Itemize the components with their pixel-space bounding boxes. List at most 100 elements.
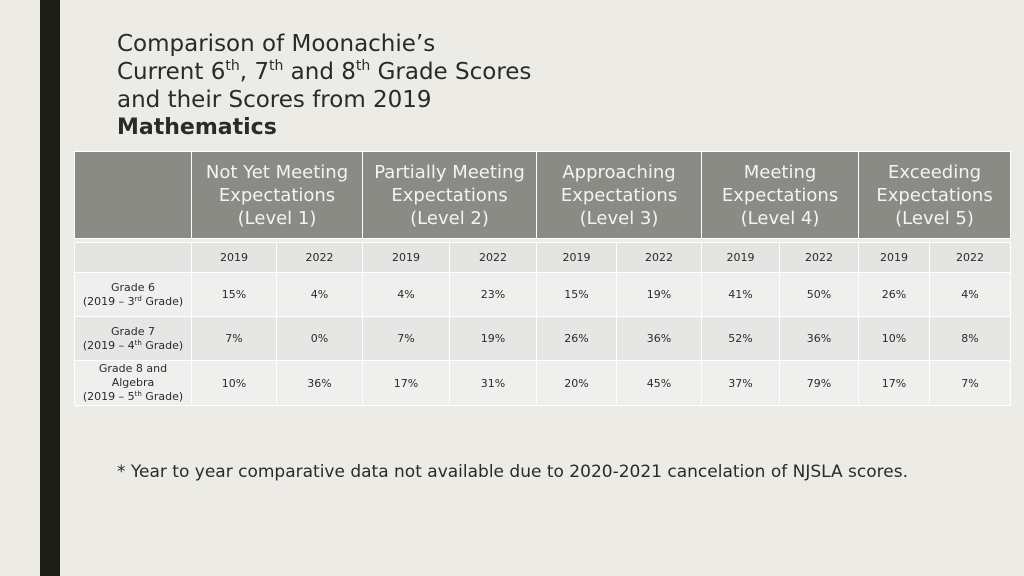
score-cell: 31% [449, 360, 538, 406]
level-5-line-3: (Level 5) [895, 207, 974, 229]
level-3-line-2: Expectations [560, 184, 678, 206]
title-sup-2: th [268, 58, 284, 74]
title-sup-1: th [225, 58, 240, 74]
grade-7-label-part-b: Grade) [141, 338, 184, 352]
year-cell: 2019 [701, 242, 781, 273]
year-cell: 2022 [929, 242, 1012, 273]
grade-6-label-part-a: (2019 – 3 [82, 294, 135, 308]
score-cell: 8% [929, 316, 1012, 361]
score-cell: 20% [536, 360, 618, 406]
year-corner-cell [74, 242, 192, 273]
score-cell: 15% [191, 272, 277, 317]
table-row: Grade 8 and Algebra (2019 – 5th Grade) 1… [74, 360, 1012, 406]
grade-6-label-sup: rd [134, 294, 142, 303]
score-cell: 36% [275, 360, 364, 406]
score-cell: 37% [701, 360, 781, 406]
year-cell: 2022 [616, 242, 703, 273]
grade-7-label-line-2: (2019 – 4th Grade) [75, 339, 191, 353]
level-5-line-2: Expectations [876, 184, 993, 206]
score-cell: 17% [362, 360, 451, 406]
score-cell: 10% [191, 360, 277, 406]
title-sup-3: th [355, 58, 371, 74]
title-line-2-part-b: , 7 [239, 59, 269, 85]
footnote: * Year to year comparative data not avai… [117, 462, 908, 482]
score-cell: 45% [616, 360, 703, 406]
score-cell: 41% [701, 272, 781, 317]
year-cell: 2019 [858, 242, 931, 273]
grade-8-label-line-1: Grade 8 and [98, 362, 168, 375]
score-cell: 4% [929, 272, 1012, 317]
level-1-line-3: (Level 1) [237, 207, 317, 229]
level-1-header: Not Yet Meeting Expectations (Level 1) [190, 151, 364, 239]
level-2-line-1: Partially Meeting [374, 161, 525, 183]
year-cell: 2019 [536, 242, 618, 273]
grade-8-label-line-1b: Algebra [111, 376, 155, 389]
year-header-row: 2019 2022 2019 2022 2019 2022 2019 2022 … [74, 242, 1012, 273]
grade-7-label: Grade 7 (2019 – 4th Grade) [74, 316, 192, 361]
grade-8-label-sup: th [134, 390, 142, 398]
year-cell: 2019 [191, 242, 277, 273]
grade-8-label-part-b: Grade) [141, 390, 184, 403]
title-line-2-part-d: Grade Scores [370, 59, 532, 85]
year-cell: 2022 [275, 242, 364, 273]
left-accent-bar [40, 0, 60, 576]
score-cell: 7% [929, 360, 1012, 406]
year-cell: 2022 [779, 242, 860, 273]
level-header-row: Not Yet Meeting Expectations (Level 1) P… [74, 151, 1012, 239]
title-line-2-part-c: and 8 [283, 59, 356, 85]
title-line-2: Current 6th, 7th and 8th Grade Scores [117, 58, 637, 86]
title-line-1: Comparison of Moonachie’s [117, 31, 436, 57]
score-cell: 26% [858, 272, 931, 317]
score-cell: 26% [536, 316, 618, 361]
grade-6-label-line-1: Grade 6 [110, 280, 156, 294]
level-4-header: Meeting Expectations (Level 4) [701, 151, 860, 239]
level-4-line-3: (Level 4) [740, 207, 820, 229]
score-cell: 23% [449, 272, 538, 317]
level-1-line-2: Expectations [218, 184, 336, 206]
grade-6-label-line-2: (2019 – 3rd Grade) [75, 295, 191, 309]
table-row: Grade 7 (2019 – 4th Grade) 7% 0% 7% 19% … [74, 316, 1012, 361]
score-cell: 4% [362, 272, 451, 317]
level-5-header: Exceeding Expectations (Level 5) [858, 151, 1012, 239]
title-line-3: and their Scores from 2019 [117, 87, 432, 113]
title-line-2-part-a: Current 6 [117, 59, 226, 85]
score-cell: 52% [701, 316, 781, 361]
year-cell: 2022 [449, 242, 538, 273]
level-4-line-1: Meeting [743, 161, 817, 183]
slide-title: Comparison of Moonachie’s Current 6th, 7… [117, 30, 637, 142]
level-2-line-3: (Level 2) [410, 207, 489, 229]
table-row: Grade 6 (2019 – 3rd Grade) 15% 4% 4% 23%… [74, 272, 1012, 317]
header-corner-cell [74, 151, 192, 239]
level-5-line-1: Exceeding [888, 161, 982, 183]
scores-table: Not Yet Meeting Expectations (Level 1) P… [74, 151, 1012, 406]
level-2-header: Partially Meeting Expectations (Level 2) [362, 151, 538, 239]
grade-7-label-sup: th [134, 338, 142, 347]
grade-7-label-line-1: Grade 7 [110, 324, 156, 338]
score-cell: 7% [362, 316, 451, 361]
level-2-line-2: Expectations [391, 184, 508, 206]
grade-8-label-line-2: (2019 – 5th Grade) [75, 390, 191, 404]
score-cell: 50% [779, 272, 860, 317]
score-cell: 79% [779, 360, 860, 406]
score-cell: 19% [616, 272, 703, 317]
score-cell: 0% [275, 316, 364, 361]
score-cell: 10% [858, 316, 931, 361]
year-cell: 2019 [362, 242, 451, 273]
grade-8-label: Grade 8 and Algebra (2019 – 5th Grade) [74, 360, 192, 406]
level-4-line-2: Expectations [721, 184, 839, 206]
score-cell: 17% [858, 360, 931, 406]
level-1-line-1: Not Yet Meeting [205, 161, 349, 183]
level-3-line-1: Approaching [562, 161, 676, 183]
grade-7-label-part-a: (2019 – 4 [82, 338, 135, 352]
score-cell: 36% [779, 316, 860, 361]
grade-6-label: Grade 6 (2019 – 3rd Grade) [74, 272, 192, 317]
level-3-header: Approaching Expectations (Level 3) [536, 151, 703, 239]
grade-6-label-part-b: Grade) [141, 294, 184, 308]
score-cell: 36% [616, 316, 703, 361]
level-3-line-3: (Level 3) [579, 207, 659, 229]
score-cell: 15% [536, 272, 618, 317]
score-cell: 4% [275, 272, 364, 317]
grade-8-label-part-a: (2019 – 5 [82, 390, 135, 403]
score-cell: 7% [191, 316, 277, 361]
subject-heading: Mathematics [117, 115, 277, 140]
